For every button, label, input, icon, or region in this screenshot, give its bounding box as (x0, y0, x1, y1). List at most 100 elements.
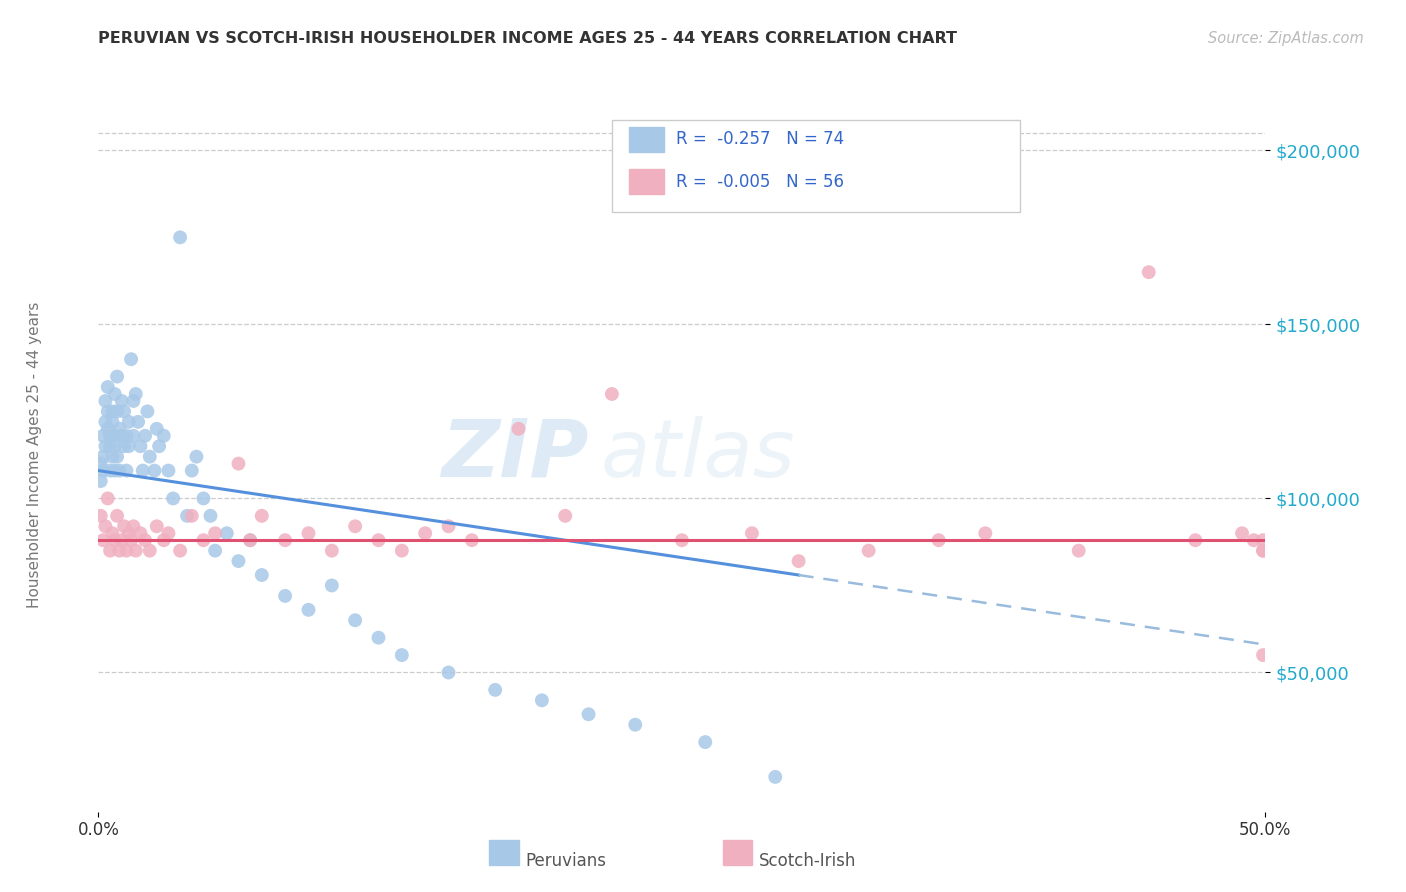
Point (90, 474, 112, 488)
Point (122, 519, 145, 533)
Point (437, 519, 460, 533)
Text: Source: ZipAtlas.com: Source: ZipAtlas.com (1208, 31, 1364, 46)
Point (297, 526, 319, 541)
Bar (489, 840, 519, 865)
Point (787, 554, 810, 568)
Point (111, 533, 134, 548)
Point (391, 648, 413, 662)
Point (180, 464, 202, 478)
Point (152, 533, 174, 548)
Point (437, 665, 460, 680)
Point (132, 464, 155, 478)
Point (98, 464, 121, 478)
Point (120, 533, 142, 548)
Point (367, 631, 389, 645)
Bar (723, 840, 752, 865)
Point (228, 457, 250, 471)
Point (112, 439, 135, 453)
Point (152, 429, 174, 443)
Bar (630, 169, 665, 194)
Point (143, 464, 166, 478)
Point (1251, 543, 1274, 558)
Point (118, 415, 141, 429)
Point (115, 543, 138, 558)
Point (146, 422, 169, 436)
Point (108, 422, 131, 436)
Point (111, 394, 134, 409)
Point (94, 519, 117, 533)
Text: Peruvians: Peruvians (526, 853, 606, 871)
Point (104, 533, 127, 548)
Point (134, 429, 156, 443)
Point (101, 526, 124, 541)
Point (228, 554, 250, 568)
Point (129, 439, 152, 453)
Point (108, 543, 131, 558)
Point (101, 404, 124, 418)
Point (122, 429, 145, 443)
Point (90, 508, 112, 523)
Point (250, 568, 273, 582)
Point (118, 526, 141, 541)
Point (125, 387, 148, 401)
Point (105, 450, 128, 464)
Point (508, 422, 530, 436)
Point (91, 533, 114, 548)
Point (94, 439, 117, 453)
Point (321, 543, 343, 558)
Point (91, 450, 114, 464)
Point (134, 533, 156, 548)
Point (148, 439, 170, 453)
Point (321, 578, 343, 592)
Point (391, 543, 413, 558)
Point (554, 508, 576, 523)
Point (127, 415, 149, 429)
Point (180, 508, 202, 523)
Point (1184, 533, 1206, 548)
Point (297, 603, 319, 617)
Point (1243, 533, 1265, 548)
Point (239, 533, 262, 548)
Point (146, 519, 169, 533)
Point (274, 589, 297, 603)
Point (111, 429, 134, 443)
Point (193, 533, 215, 548)
Point (105, 404, 128, 418)
Point (129, 526, 152, 541)
Point (1251, 648, 1274, 662)
Point (97, 422, 120, 436)
Point (115, 464, 138, 478)
Point (98, 439, 121, 453)
Point (204, 526, 226, 541)
Text: Householder Income Ages 25 - 44 years: Householder Income Ages 25 - 44 years (27, 301, 42, 608)
Point (98, 429, 121, 443)
Point (239, 533, 262, 548)
Point (530, 693, 553, 707)
Text: atlas: atlas (600, 416, 794, 494)
Point (139, 543, 162, 558)
Point (200, 508, 222, 523)
FancyBboxPatch shape (612, 120, 1021, 212)
Point (104, 387, 127, 401)
Point (274, 533, 297, 548)
Point (928, 533, 950, 548)
Point (367, 533, 389, 548)
Point (695, 735, 717, 749)
Point (104, 429, 127, 443)
Point (484, 682, 506, 697)
Point (858, 543, 880, 558)
Point (122, 394, 145, 409)
Point (105, 369, 128, 384)
Point (1137, 265, 1160, 279)
Text: R =  -0.005   N = 56: R = -0.005 N = 56 (676, 173, 844, 191)
Point (157, 526, 180, 541)
Point (193, 491, 215, 506)
Point (1251, 543, 1274, 558)
Point (139, 450, 162, 464)
Point (413, 526, 436, 541)
Point (671, 533, 693, 548)
Point (344, 519, 367, 533)
Point (1067, 543, 1090, 558)
Point (97, 404, 120, 418)
Point (461, 533, 484, 548)
